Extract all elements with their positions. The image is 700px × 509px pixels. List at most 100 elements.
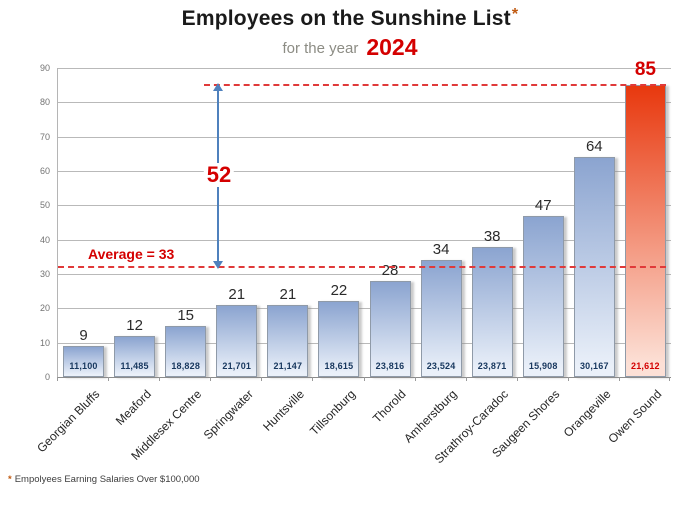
x-tick: [669, 377, 670, 381]
bar-value-label: 21: [228, 285, 246, 303]
gridline-50: [58, 205, 671, 207]
bar-salary-label: 11,100: [69, 361, 98, 371]
bar-slot-saugeen-shores: 47 15,908: [518, 68, 569, 377]
bar-value-label: 22: [330, 282, 348, 300]
bar-slot-meaford: 12 11,485: [109, 68, 160, 377]
footnote-asterisk: *: [8, 474, 12, 485]
footnote-text: Empolyees Earning Salaries Over $100,000: [14, 474, 200, 485]
bar: 12 11,485: [114, 317, 156, 377]
gridline-80: [58, 102, 671, 104]
bar-value-label: 38: [483, 227, 501, 245]
bar-slot-thorold: 28 23,816: [364, 68, 415, 377]
x-tick: [516, 377, 518, 381]
y-tick-label: 0: [44, 372, 50, 382]
bar-salary-label: 30,167: [579, 361, 609, 371]
bar: 22 18,615: [318, 282, 360, 377]
gridline-40: [58, 239, 671, 241]
chart-title-text: Employees on the Sunshine List: [181, 7, 511, 30]
x-tick: [465, 377, 467, 381]
y-tick-label: 20: [39, 303, 50, 314]
y-axis-labels: 0 10 20 30 40 50 60 70 80 90: [26, 64, 52, 382]
bar-value-label: 9: [79, 327, 88, 345]
bar-salary-label: 21,147: [273, 361, 303, 371]
bar-salary-label: 21,612: [631, 361, 660, 371]
subtitle-year: 2024: [366, 34, 418, 60]
bar: 34 23,524: [420, 241, 462, 377]
bar-value-label: 12: [126, 316, 143, 334]
bar-slot-amherstburg: 34 23,524: [416, 68, 467, 377]
x-tick: [261, 377, 263, 381]
bar-salary-label: 21,701: [222, 361, 252, 371]
bar-salary-label: 15,908: [528, 361, 558, 371]
bar: 85 21,612: [624, 59, 666, 377]
bar-slot-strathroy-caradoc: 38 23,871: [467, 68, 518, 377]
x-tick: [414, 377, 416, 381]
x-category-label: Georgian Bluffs: [34, 387, 103, 456]
bar: 64 30,167: [573, 138, 615, 377]
x-tick: [567, 377, 569, 381]
bar-value-label: 28: [381, 261, 399, 279]
bar: 9 11,100: [63, 327, 105, 377]
bar-salary-label: 23,524: [426, 361, 456, 371]
gridline-70: [58, 136, 671, 138]
chart-title: Employees on the Sunshine List*: [0, 6, 700, 31]
gridline-20: [58, 308, 671, 310]
x-tick: [210, 377, 212, 381]
footnote: * Empolyees Earning Salaries Over $100,00…: [8, 474, 200, 485]
chart-header: Employees on the Sunshine List* for the …: [0, 6, 700, 61]
bar-salary-label: 11,485: [120, 361, 149, 371]
y-tick-label: 90: [39, 63, 50, 73]
y-tick-label: 70: [39, 131, 50, 142]
x-category-label: Orangeville: [560, 387, 614, 440]
bar-slot-georgian-bluffs: 9 11,100: [58, 68, 109, 377]
bar-value-label: 85: [634, 59, 656, 81]
title-asterisk: *: [511, 6, 519, 23]
bar: 21 21,701: [216, 286, 258, 377]
y-tick-label: 80: [39, 97, 50, 108]
gridline-10: [58, 342, 671, 344]
bar: 28 23,816: [369, 262, 411, 377]
gridline-60: [58, 171, 671, 172]
x-axis-labels: Georgian Bluffs Meaford Middlesex Centre Sp…: [34, 381, 670, 481]
y-tick-label: 50: [39, 200, 50, 211]
chart-subtitle: for the year 2024: [0, 34, 700, 61]
bar-series: 9 11,100 12 11,485 15 18,828 21 21,701 21 21,147 2…: [58, 59, 671, 377]
bar-value-label: 21: [279, 285, 297, 303]
plot-area: 9 11,100 12 11,485 15 18,828 21 21,701 21 21,147 2…: [57, 59, 671, 378]
x-category-label: Huntsville: [260, 387, 307, 434]
bar-slot-orangeville: 64 30,167: [569, 68, 620, 377]
bar-salary-label: 23,871: [477, 361, 507, 371]
bar-value-label: 34: [432, 241, 450, 259]
x-axis-ticks: [57, 377, 670, 382]
bar: 38 23,871: [471, 228, 513, 377]
x-category-label: Springwater: [200, 387, 256, 443]
y-tick-label: 40: [39, 234, 50, 245]
gridline-90: [58, 68, 671, 69]
x-tick: [363, 377, 365, 381]
bar-slot-owen-sound: 85 21,612: [620, 59, 671, 377]
x-tick: [159, 377, 161, 381]
x-category-label: Tillsonburg: [306, 387, 358, 439]
y-tick-label: 10: [39, 337, 50, 348]
bar-salary-label: 18,615: [324, 361, 354, 371]
gridline-0: [58, 377, 671, 378]
x-tick: [108, 377, 110, 381]
x-tick: [618, 377, 620, 381]
bar-value-label: 47: [534, 196, 552, 214]
bar-salary-label: 23,816: [375, 361, 405, 371]
y-tick-label: 60: [39, 166, 50, 176]
bar: 47 15,908: [522, 197, 564, 377]
bar-slot-tillsonburg: 22 18,615: [313, 68, 364, 377]
x-category-label: Meaford: [112, 387, 154, 429]
bar: 21 21,147: [267, 286, 309, 377]
bar-slot-middlesex-centre: 15 18,828: [160, 68, 211, 377]
y-tick-label: 30: [39, 269, 50, 279]
bar-salary-label: 18,828: [171, 361, 201, 371]
bar-value-label: 64: [585, 138, 603, 156]
bar-slot-springwater: 21 21,701: [211, 68, 262, 377]
x-tick: [312, 377, 314, 381]
bar: 15 18,828: [165, 307, 207, 377]
x-category-label: Owen Sound: [605, 387, 665, 446]
gridline-30: [58, 274, 671, 275]
